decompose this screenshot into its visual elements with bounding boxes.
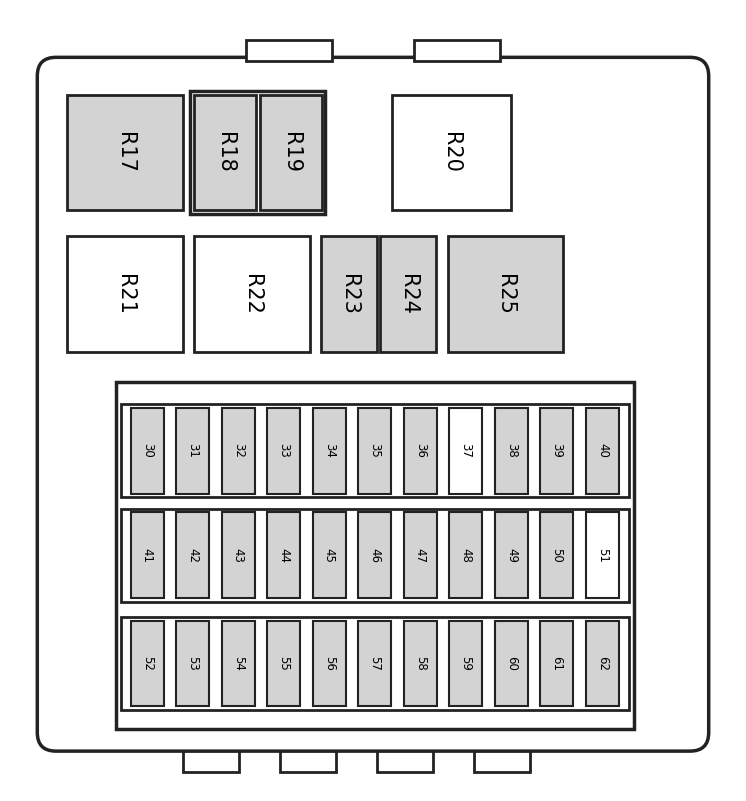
Bar	[222, 408, 255, 493]
Bar	[495, 513, 528, 598]
Bar	[121, 509, 629, 602]
Bar	[449, 621, 483, 706]
Bar	[267, 621, 301, 706]
Bar	[358, 621, 392, 706]
Text: 41: 41	[141, 548, 154, 563]
Text: 56: 56	[323, 656, 336, 671]
Bar	[404, 621, 437, 706]
Bar	[176, 513, 210, 598]
Text: 42: 42	[186, 548, 199, 563]
Bar	[540, 513, 574, 598]
FancyBboxPatch shape	[37, 58, 709, 751]
Text: 58: 58	[414, 656, 427, 671]
Bar	[404, 408, 437, 493]
Bar	[183, 751, 239, 772]
Bar	[280, 751, 336, 772]
Text: 31: 31	[186, 444, 199, 458]
Bar	[67, 236, 183, 352]
Text: 54: 54	[232, 656, 245, 671]
Bar	[131, 621, 164, 706]
Bar	[449, 513, 483, 598]
Text: R24: R24	[398, 274, 419, 315]
Text: R21: R21	[115, 274, 135, 315]
Text: 49: 49	[505, 548, 518, 563]
Bar	[313, 513, 346, 598]
Text: R17: R17	[115, 132, 135, 173]
Text: 59: 59	[460, 656, 472, 671]
Bar	[121, 405, 629, 497]
Text: R22: R22	[242, 274, 262, 315]
Text: 43: 43	[232, 548, 245, 563]
Text: 45: 45	[323, 548, 336, 563]
Text: R20: R20	[442, 132, 461, 173]
Bar	[176, 408, 210, 493]
Bar	[495, 408, 528, 493]
Text: 57: 57	[369, 656, 381, 671]
Text: R19: R19	[280, 132, 301, 173]
Bar	[313, 408, 346, 493]
Bar	[67, 95, 183, 211]
Bar	[222, 621, 255, 706]
Bar	[131, 513, 164, 598]
Text: 36: 36	[414, 444, 427, 458]
Text: 34: 34	[323, 444, 336, 458]
Bar	[313, 621, 346, 706]
Bar	[586, 621, 619, 706]
Bar	[414, 40, 500, 61]
Bar	[540, 621, 574, 706]
Text: 53: 53	[186, 656, 199, 671]
Text: 48: 48	[460, 548, 472, 563]
Bar	[260, 95, 322, 211]
Bar	[377, 751, 433, 772]
Bar	[190, 91, 325, 214]
Bar	[194, 95, 256, 211]
Bar	[176, 621, 210, 706]
Bar	[449, 408, 483, 493]
Text: R25: R25	[495, 274, 515, 315]
Text: 50: 50	[551, 548, 563, 562]
Text: R18: R18	[215, 132, 235, 173]
Bar	[392, 95, 511, 211]
Text: 35: 35	[369, 444, 381, 458]
Bar	[246, 40, 332, 61]
Bar	[267, 513, 301, 598]
Bar	[448, 236, 563, 352]
Text: 46: 46	[369, 548, 381, 563]
Bar	[404, 513, 437, 598]
Bar	[321, 236, 377, 352]
Text: 62: 62	[596, 656, 609, 671]
Text: 52: 52	[141, 656, 154, 671]
Text: 32: 32	[232, 444, 245, 458]
Bar	[586, 408, 619, 493]
Bar	[586, 513, 619, 598]
Bar	[474, 751, 530, 772]
Bar	[116, 382, 634, 729]
Text: 30: 30	[141, 444, 154, 458]
Text: 47: 47	[414, 548, 427, 563]
Bar	[267, 408, 301, 493]
Bar	[495, 621, 528, 706]
Text: 51: 51	[596, 548, 609, 563]
Bar	[358, 513, 392, 598]
Bar	[222, 513, 255, 598]
Text: 44: 44	[278, 548, 290, 563]
Text: 39: 39	[551, 444, 563, 458]
Bar	[131, 408, 164, 493]
Text: 61: 61	[551, 656, 563, 671]
Bar	[194, 236, 310, 352]
Text: R23: R23	[339, 274, 359, 315]
Bar	[121, 617, 629, 710]
Bar	[380, 236, 436, 352]
Text: 40: 40	[596, 444, 609, 458]
Text: 33: 33	[278, 444, 290, 458]
Text: 60: 60	[505, 656, 518, 671]
Bar	[358, 408, 392, 493]
Bar	[540, 408, 574, 493]
Text: 55: 55	[278, 656, 290, 671]
Text: 38: 38	[505, 444, 518, 458]
Text: 37: 37	[460, 444, 472, 458]
